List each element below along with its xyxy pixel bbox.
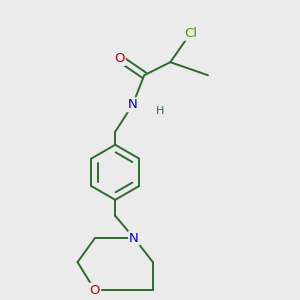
Text: N: N <box>128 98 137 111</box>
Text: Cl: Cl <box>184 27 197 40</box>
Text: O: O <box>114 52 125 65</box>
Text: N: N <box>129 232 139 244</box>
Text: H: H <box>156 106 164 116</box>
Text: O: O <box>90 284 100 297</box>
